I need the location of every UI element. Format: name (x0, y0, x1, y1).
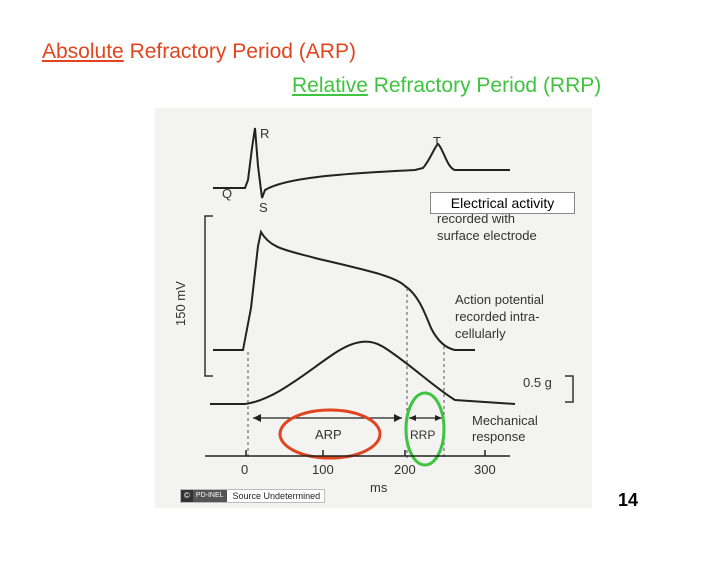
figure-svg: R Q S T recorded with surface electrode … (173, 126, 574, 495)
arp-label: ARP (315, 427, 342, 442)
ecg-caption-2: surface electrode (437, 228, 537, 243)
ap-caption-2: recorded intra- (455, 309, 540, 324)
slide-number: 14 (618, 490, 639, 510)
relative-keyword: Relative (292, 74, 368, 97)
time-tick-label-0: 0 (241, 462, 248, 477)
electrical-activity-label: Electrical activity (430, 192, 575, 214)
force-scale-label: 0.5 g (523, 375, 552, 390)
rrp-highlight-ellipse (404, 391, 446, 467)
ecg-trace (213, 127, 510, 199)
mechanical-response-trace (210, 340, 516, 405)
absolute-rest: Refractory Period (ARP) (123, 40, 356, 63)
ap-caption-1: Action potential (455, 292, 544, 307)
license-badge: PD-INEL (192, 490, 227, 502)
time-tick-label-200: 200 (394, 462, 416, 477)
arp-highlight-ellipse (278, 408, 382, 460)
mech-caption-1: Mechanical (472, 413, 538, 428)
ecg-r-label: R (260, 126, 269, 141)
force-scale-bracket (565, 375, 574, 403)
rrp-label: RRP (410, 428, 435, 442)
voltage-scale-label: 150 mV (173, 281, 188, 326)
ecg-q-label: Q (222, 186, 232, 201)
ap-caption-3: cellularly (455, 326, 506, 341)
arp-arrowhead-left (253, 414, 261, 422)
mech-caption-2: response (472, 429, 525, 444)
absolute-keyword: Absolute (42, 40, 124, 63)
time-tick-label-100: 100 (312, 462, 334, 477)
rrp-arrowhead-right (435, 415, 442, 421)
relative-rest: Refractory Period (RRP) (367, 74, 602, 97)
image-credit: © PD-INEL Source Undetermined (180, 489, 326, 503)
ecg-s-label: S (259, 200, 268, 215)
copyright-icon: © (181, 490, 193, 502)
title-relative-refractory: Relative Refractory Period (RRP) (292, 74, 601, 98)
action-potential-trace (213, 229, 475, 351)
refractory-period-figure: R Q S T recorded with surface electrode … (155, 108, 592, 508)
voltage-scale-bracket (204, 215, 213, 377)
ecg-t-label: T (433, 134, 441, 149)
rrp-arrowhead-left (409, 415, 416, 421)
time-tick-label-300: 300 (474, 462, 496, 477)
time-axis-unit: ms (370, 480, 388, 495)
ecg-caption-1: recorded with (437, 211, 515, 226)
title-absolute-refractory: Absolute Refractory Period (ARP) (42, 40, 356, 64)
credit-text: Source Undetermined (232, 491, 321, 501)
arp-arrowhead-right (394, 414, 402, 422)
